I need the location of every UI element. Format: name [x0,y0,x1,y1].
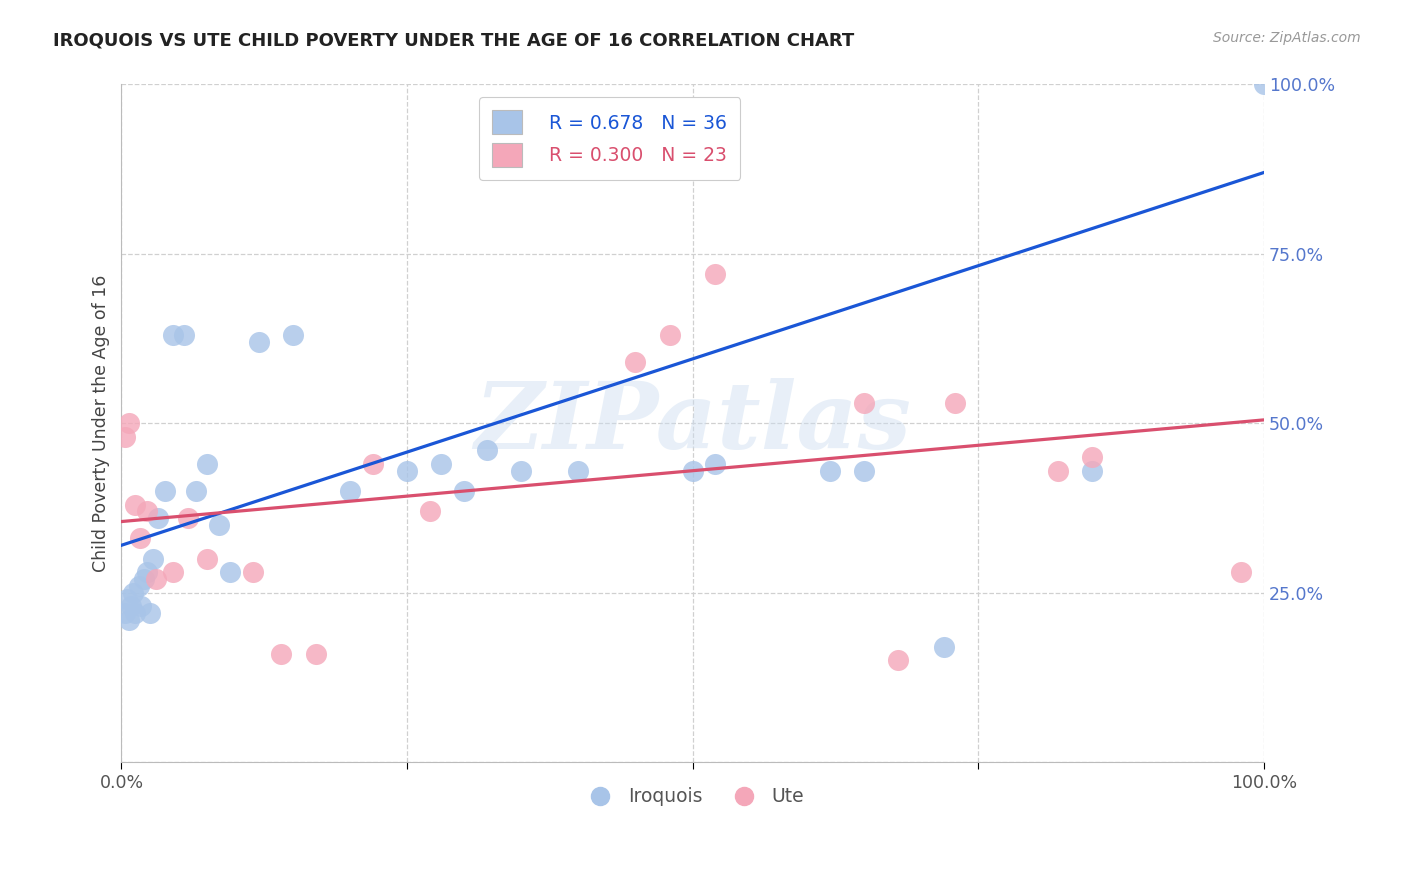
Point [852,464,875,478]
Legend: Iroquois, Ute: Iroquois, Ute [574,780,811,814]
Point [195,551,218,566]
Point [281,328,304,343]
Point [704,457,727,471]
Point [207,517,229,532]
Point [475,443,498,458]
Point [704,267,727,281]
Text: Source: ZipAtlas.com: Source: ZipAtlas.com [1213,31,1361,45]
Point [943,396,966,410]
Point [682,464,704,478]
Point [146,511,169,525]
Point [1230,566,1253,580]
Point [304,647,326,661]
Point [153,484,176,499]
Point [145,572,167,586]
Point [128,579,150,593]
Point [453,484,475,499]
Point [395,464,418,478]
Point [624,355,647,369]
Point [121,585,143,599]
Point [242,566,264,580]
Point [176,511,198,525]
Point [173,328,195,343]
Point [129,599,152,614]
Point [1047,464,1070,478]
Point [1253,78,1275,92]
Point [195,457,218,471]
Point [567,464,589,478]
Text: ZIPatlas: ZIPatlas [474,378,911,468]
Point [162,328,184,343]
Point [118,417,141,431]
Point [510,464,533,478]
Point [1081,450,1104,465]
Point [932,640,955,654]
Point [134,572,156,586]
Point [361,457,384,471]
Point [184,484,207,499]
Point [114,430,136,444]
Point [339,484,361,499]
Point [114,606,136,620]
Point [818,464,841,478]
Point [135,566,157,580]
Point [247,334,270,349]
Point [658,328,681,343]
Text: IROQUOIS VS UTE CHILD POVERTY UNDER THE AGE OF 16 CORRELATION CHART: IROQUOIS VS UTE CHILD POVERTY UNDER THE … [53,31,855,49]
Point [887,653,910,667]
Point [162,566,184,580]
Point [430,457,453,471]
Point [270,647,292,661]
Point [124,606,146,620]
Point [124,498,146,512]
Point [128,532,150,546]
Point [135,504,157,518]
Point [1081,464,1104,478]
Point [219,566,242,580]
Point [115,592,138,607]
Point [120,599,142,614]
Y-axis label: Child Poverty Under the Age of 16: Child Poverty Under the Age of 16 [93,275,110,572]
Point [852,396,875,410]
Point [142,551,165,566]
Point [118,613,141,627]
Point [139,606,162,620]
Point [419,504,441,518]
